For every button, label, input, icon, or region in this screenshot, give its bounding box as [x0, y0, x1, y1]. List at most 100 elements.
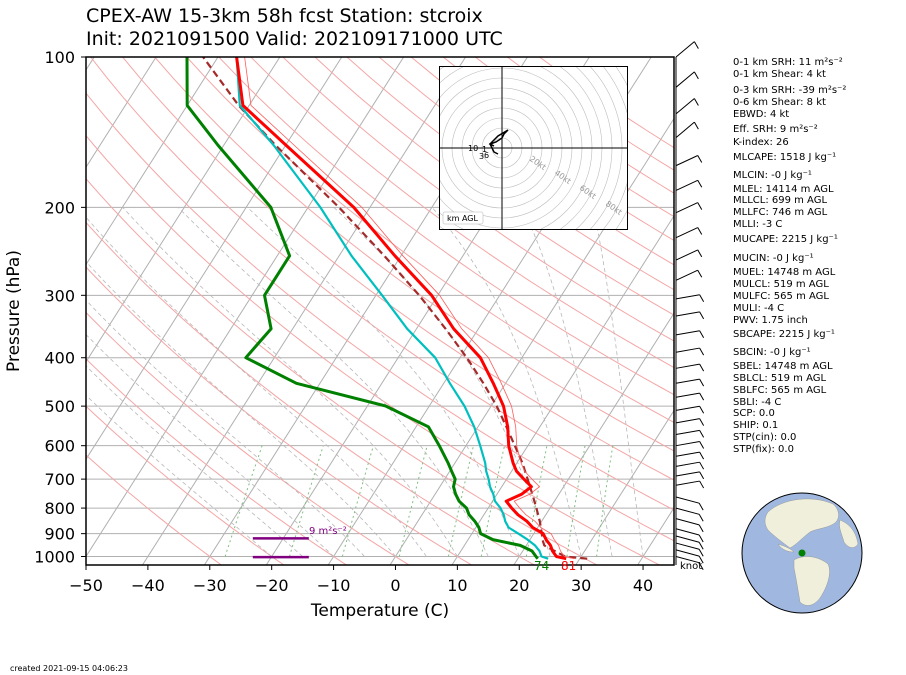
wind-barb-flag	[698, 549, 704, 557]
wind-barb-flag	[699, 378, 705, 387]
dry-adiabat-line	[86, 358, 347, 565]
wind-barb-flag	[698, 541, 704, 550]
isotherm-line	[513, 312, 674, 565]
stat-line: 0-6 km Shear: 8 kt	[733, 97, 826, 108]
south-america-land	[793, 556, 830, 606]
dry-adiabat-line	[86, 92, 674, 542]
moist-adiabat-line	[522, 207, 613, 557]
wind-barb-flag	[699, 418, 705, 426]
stat-line: MULFC: 565 m AGL	[733, 291, 829, 302]
isotherm-line	[142, 57, 466, 565]
moist-adiabat-line	[86, 216, 427, 557]
dry-adiabat-line	[90, 57, 674, 511]
x-tick-label: −20	[255, 576, 289, 595]
stat-line: MULI: -4 C	[733, 303, 785, 314]
chart-title-line1: CPEX-AW 15-3km 58h fcst Station: stcroix	[86, 5, 483, 27]
stat-line: SBCIN: -0 J kg⁻¹	[733, 347, 811, 358]
surface-temperature-label: 81	[561, 559, 576, 573]
temperature-profile	[235, 57, 567, 561]
wind-barb	[675, 249, 698, 261]
wind-barb-flag	[699, 363, 705, 372]
mixing-ratio-line	[447, 445, 474, 557]
mixing-ratio-line	[596, 445, 614, 557]
mixing-ratio-line	[398, 445, 428, 557]
y-tick-label: 200	[44, 198, 75, 217]
wind-barb	[675, 528, 700, 536]
wind-barb	[675, 496, 700, 504]
dry-adiabat-line	[154, 57, 674, 452]
parcel-profile	[202, 57, 588, 560]
x-tick-label: −50	[69, 576, 103, 595]
wind-barb-flag	[699, 451, 705, 460]
wind-barb	[675, 155, 698, 167]
dry-adiabat-line	[218, 57, 674, 396]
wind-barb	[675, 418, 700, 424]
isotherm-line	[86, 57, 157, 169]
wind-barb-flag	[699, 430, 705, 438]
y-tick-label: 300	[44, 286, 75, 305]
dry-adiabat-line	[346, 57, 674, 291]
x-tick-label: −10	[317, 576, 351, 595]
moist-adiabat-line	[86, 365, 303, 557]
isotherm-line	[86, 57, 343, 461]
dry-adiabat-line	[122, 57, 674, 481]
isotherm-line	[86, 57, 219, 266]
stat-line: MUCAPE: 2215 J kg⁻¹	[733, 234, 838, 245]
wind-barb-flag	[697, 249, 703, 258]
wind-barb-flag	[697, 180, 703, 188]
stat-line: MLLI: -3 C	[733, 219, 783, 230]
hodograph-height-label: 6	[484, 151, 489, 160]
stat-line: SBLFC: 565 m AGL	[733, 385, 827, 396]
hodograph-trace	[488, 129, 509, 155]
wind-barb-flag	[699, 471, 705, 480]
wind-barb-flag	[699, 294, 705, 302]
wind-barb	[675, 429, 700, 436]
wind-barb	[675, 202, 698, 214]
stat-line: STP(fix): 0.0	[733, 444, 794, 455]
chart-title-line2: Init: 2021091500 Valid: 202109171000 UTC	[86, 28, 503, 50]
wind-barb-flag	[697, 227, 703, 235]
wind-barb-flag	[693, 71, 699, 80]
wind-barb-flag	[699, 480, 705, 489]
globe-locator-map	[741, 492, 863, 614]
stat-line: SBLCL: 519 m AGL	[733, 373, 827, 384]
wind-barb	[675, 311, 700, 317]
stat-line: MUCIN: -0 J kg⁻¹	[733, 253, 814, 264]
wind-barb-flag	[699, 330, 705, 338]
wind-barb	[675, 269, 698, 281]
wind-barb	[675, 179, 698, 191]
wind-barb	[675, 98, 695, 115]
wind-barb-flag	[693, 98, 699, 106]
y-tick-label: 100	[44, 48, 75, 67]
wind-barb-flag	[698, 534, 704, 543]
wind-barb	[675, 71, 695, 88]
dry-adiabat-line	[86, 454, 222, 565]
stat-line: MLCAPE: 1518 J kg⁻¹	[733, 152, 837, 163]
stat-line: SBEL: 14748 m AGL	[733, 361, 833, 372]
x-tick-label: 10	[447, 576, 467, 595]
stat-line: SBLI: -4 C	[733, 397, 782, 408]
wind-barb-flag	[698, 562, 704, 570]
moist-adiabat-line	[177, 207, 489, 557]
surface-dewpoint-label: 74	[534, 559, 549, 573]
caribbean-islands	[777, 543, 795, 553]
srh-label: 9 m²s⁻²	[309, 526, 347, 537]
stat-line: MLLFC: 746 m AGL	[733, 207, 828, 218]
africa-land	[839, 519, 859, 548]
y-axis-label: Pressure (hPa)	[4, 250, 24, 372]
wind-barb	[675, 378, 700, 384]
moist-adiabat-line	[86, 261, 396, 557]
x-tick-label: 40	[633, 576, 653, 595]
isotherm-line	[389, 117, 674, 565]
mixing-ratio-line	[480, 445, 505, 557]
temperature-aux-profile	[244, 57, 575, 560]
dry-adiabat-line	[86, 311, 410, 565]
dry-adiabat-line	[282, 57, 674, 342]
dry-adiabat-line	[86, 405, 285, 565]
wind-barb-flag	[697, 269, 703, 278]
dry-adiabat-line	[86, 266, 472, 565]
isotherm-line	[86, 57, 405, 558]
stat-line: MLEL: 14114 m AGL	[733, 184, 834, 195]
moist-adiabat-line	[431, 207, 582, 557]
